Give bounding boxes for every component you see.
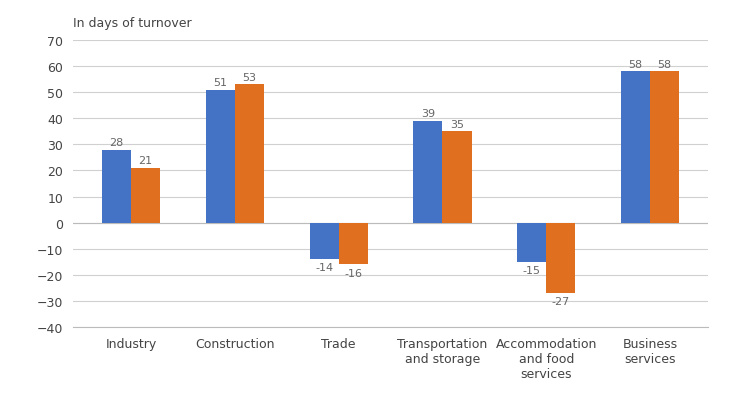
- Text: 21: 21: [139, 156, 153, 166]
- Text: 35: 35: [450, 119, 464, 129]
- Text: -27: -27: [552, 297, 570, 306]
- Bar: [442, 132, 472, 223]
- Text: 28: 28: [110, 138, 123, 148]
- Text: -15: -15: [523, 265, 541, 275]
- Bar: [650, 72, 679, 223]
- Text: 58: 58: [629, 60, 642, 70]
- Bar: [235, 85, 264, 223]
- Bar: [413, 121, 442, 223]
- Text: 51: 51: [213, 78, 227, 88]
- Text: 58: 58: [658, 60, 672, 70]
- Text: 53: 53: [242, 72, 256, 83]
- Bar: [339, 223, 368, 265]
- Text: -16: -16: [344, 268, 362, 278]
- Bar: [206, 90, 235, 223]
- Bar: [546, 223, 575, 293]
- Bar: [518, 223, 546, 262]
- Text: In days of turnover: In days of turnover: [73, 16, 191, 29]
- Bar: [131, 169, 160, 223]
- Bar: [310, 223, 339, 260]
- Text: 39: 39: [421, 109, 435, 119]
- Bar: [621, 72, 650, 223]
- Bar: [102, 150, 131, 223]
- Text: -14: -14: [315, 263, 333, 273]
